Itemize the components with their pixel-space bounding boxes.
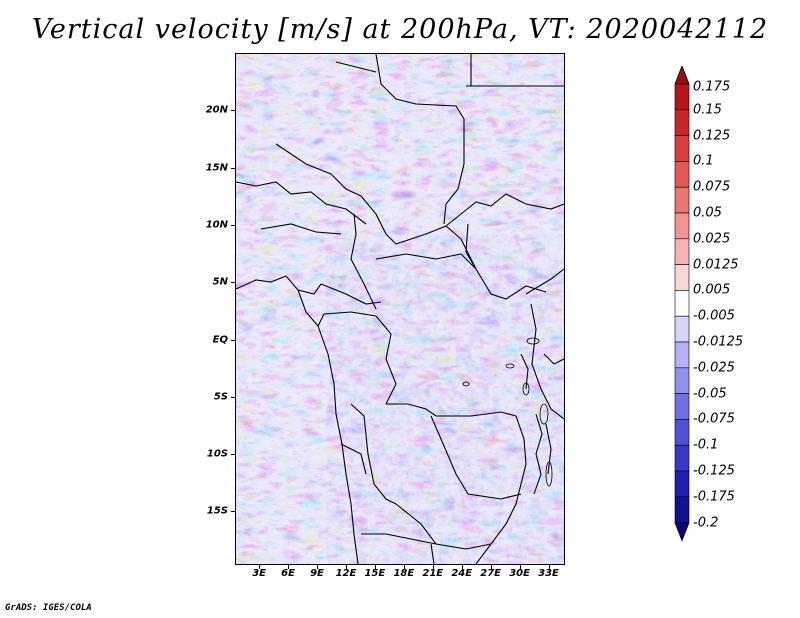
lon-label: 30E — [509, 568, 530, 579]
field-tint — [236, 54, 564, 564]
colorbar-swatch — [674, 212, 690, 240]
colorbar-level-label: 0.05 — [693, 205, 722, 221]
lon-tick — [288, 564, 290, 569]
lon-label: 15E — [364, 568, 386, 579]
colorbar-swatch — [674, 109, 690, 136]
colorbar-level-label: -0.125 — [693, 463, 735, 479]
colorbar-level-label: -0.005 — [693, 308, 735, 324]
colorbar-level-label: 0.1 — [693, 153, 714, 169]
lon-label: 27E — [480, 568, 502, 579]
lon-label: 24E — [451, 568, 473, 579]
colorbar-level-label: 0.005 — [693, 282, 731, 298]
colorbar-swatch — [674, 290, 690, 317]
colorbar-level-label: -0.05 — [693, 386, 727, 402]
lon-label: 18E — [393, 568, 415, 579]
colorbar-swatch — [674, 470, 690, 498]
lat-tick — [231, 396, 236, 398]
colorbar-level-label: -0.075 — [693, 411, 735, 427]
colorbar-swatch — [674, 264, 690, 291]
colorbar-bottom-triangle — [674, 522, 690, 542]
field-detail — [326, 234, 564, 564]
lat-label: EQ — [212, 334, 228, 346]
lon-tick — [548, 564, 550, 569]
colorbar-level-label: -0.025 — [693, 360, 735, 376]
lon-tick — [519, 564, 521, 569]
lat-label: 15N — [205, 162, 228, 174]
lat-tick — [231, 282, 236, 284]
lat-label: 15S — [206, 505, 228, 517]
colorbar-level-label: 0.025 — [693, 231, 731, 247]
colorbar-swatch — [674, 444, 690, 472]
colorbar-swatch — [674, 496, 690, 523]
lat-label: 5N — [212, 276, 228, 288]
lat-tick — [231, 167, 236, 169]
velocity-map — [235, 53, 565, 565]
lon-tick — [432, 564, 434, 569]
colorbar-swatch — [674, 341, 690, 369]
lat-tick — [231, 339, 236, 341]
colorbar-swatch — [674, 367, 690, 394]
lon-label: 9E — [310, 568, 324, 579]
colorbar-level-label: 0.125 — [693, 128, 731, 144]
lat-label: 10N — [205, 219, 228, 231]
velocity-field — [236, 54, 564, 564]
lat-label: 5S — [213, 391, 228, 403]
colorbar-level-label: -0.0125 — [693, 334, 744, 350]
lon-tick — [374, 564, 376, 569]
lon-tick — [259, 564, 261, 569]
plot-title: Vertical velocity [m/s] at 200hPa, VT: 2… — [31, 14, 769, 45]
lat-tick — [231, 454, 236, 456]
lakes — [462, 337, 553, 487]
colorbar-level-label: 0.15 — [693, 102, 722, 118]
colorbar-level-label: 0.0125 — [693, 257, 739, 273]
colorbar-top-triangle — [674, 66, 690, 85]
lon-label: 21E — [422, 568, 444, 579]
colorbar-level-label: -0.1 — [693, 437, 719, 453]
lat-tick — [231, 110, 236, 112]
colorbar-swatch — [674, 135, 690, 162]
lon-tick — [490, 564, 492, 569]
lon-tick — [403, 564, 405, 569]
lon-tick — [317, 564, 318, 569]
colorbar-level-label: -0.2 — [693, 515, 719, 531]
colorbar-swatch — [674, 186, 690, 214]
lon-tick — [461, 564, 463, 569]
lon-label: 33E — [538, 568, 559, 579]
colorbar-swatch — [674, 161, 690, 188]
colorbar-swatch — [674, 315, 690, 343]
lon-tick — [345, 564, 347, 569]
colorbar-swatch — [674, 393, 690, 420]
colorbar-swatch — [674, 83, 690, 111]
colorbar-level-label: 0.075 — [693, 179, 731, 195]
lat-label: 10S — [206, 448, 228, 460]
lon-label: 6E — [281, 568, 295, 579]
colorbar-swatch — [674, 419, 690, 446]
country-borders — [236, 54, 564, 564]
lon-label: 12E — [335, 568, 357, 579]
lat-tick — [231, 511, 236, 513]
colorbar — [674, 66, 690, 542]
colorbar-level-label: -0.175 — [693, 489, 735, 505]
colorbar-swatch — [674, 238, 690, 265]
lon-label: 3E — [252, 568, 267, 579]
colorbar-level-label: 0.175 — [693, 79, 731, 95]
lat-tick — [231, 224, 236, 226]
lat-label: 20N — [205, 104, 228, 116]
credit-text: GrADS: IGES/COLA — [5, 603, 92, 613]
